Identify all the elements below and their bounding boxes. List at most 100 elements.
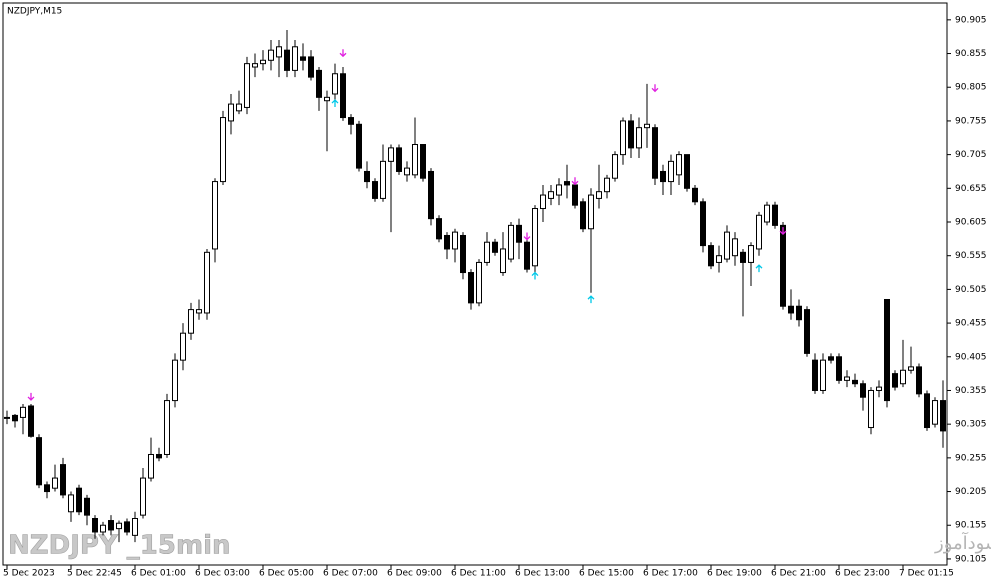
candle-body bbox=[388, 147, 394, 162]
candle-body bbox=[908, 366, 914, 371]
y-tick-label: 90.405 bbox=[955, 352, 987, 362]
candle-body bbox=[108, 520, 114, 531]
sell-arrow bbox=[571, 177, 579, 186]
x-tick-label: 6 Dec 09:00 bbox=[387, 569, 442, 579]
candle-body bbox=[684, 154, 690, 189]
candle-body bbox=[420, 144, 426, 179]
candle-body bbox=[84, 497, 90, 516]
candle-body bbox=[100, 524, 106, 533]
candle-body bbox=[372, 181, 378, 199]
candle-body bbox=[116, 522, 122, 530]
candle-body bbox=[708, 245, 714, 267]
candle-body bbox=[4, 416, 10, 419]
annotation: انتشار در سایت سودآموز bbox=[934, 531, 991, 554]
candle-body bbox=[580, 201, 586, 230]
candle-body bbox=[36, 437, 42, 486]
candle-body bbox=[460, 234, 466, 274]
candle-body bbox=[284, 49, 290, 71]
y-tick-label: 90.605 bbox=[955, 218, 987, 228]
buy-arrow bbox=[587, 295, 595, 304]
candle-body bbox=[292, 46, 298, 71]
candle-body bbox=[660, 170, 666, 183]
y-tick-label: 90.805 bbox=[955, 83, 987, 93]
candle-body bbox=[612, 154, 618, 179]
candle-body bbox=[276, 46, 282, 58]
candle-body bbox=[572, 184, 578, 206]
sell-arrow bbox=[779, 227, 787, 236]
buy-arrow bbox=[331, 99, 339, 108]
candle-body bbox=[164, 400, 170, 455]
y-tick-label: 90.355 bbox=[955, 386, 987, 396]
candle-body bbox=[140, 477, 146, 516]
candle-body bbox=[340, 73, 346, 119]
candle-body bbox=[324, 96, 330, 102]
candle-body bbox=[12, 414, 18, 422]
candle-body bbox=[652, 127, 658, 179]
candle-body bbox=[700, 201, 706, 247]
x-tick-label: 6 Dec 23:00 bbox=[835, 569, 890, 579]
candle-body bbox=[196, 309, 202, 314]
candle-body bbox=[364, 170, 370, 183]
candle-body bbox=[484, 241, 490, 263]
x-tick-label: 6 Dec 19:00 bbox=[707, 569, 762, 579]
candle-body bbox=[828, 356, 834, 361]
candle-body bbox=[916, 366, 922, 395]
candle-body bbox=[492, 241, 498, 253]
candle-body bbox=[452, 231, 458, 250]
candle-body bbox=[596, 191, 602, 199]
candle-body bbox=[396, 147, 402, 172]
candle-body bbox=[724, 231, 730, 260]
plot-frame bbox=[2, 2, 948, 566]
candle-body bbox=[476, 261, 482, 304]
y-tick-label: 90.305 bbox=[955, 420, 987, 430]
candle-body bbox=[212, 181, 218, 250]
candle-body bbox=[76, 487, 82, 513]
x-tick-label: 6 Dec 15:00 bbox=[579, 569, 634, 579]
candle-body bbox=[804, 309, 810, 354]
candle-body bbox=[236, 103, 242, 112]
candle-body bbox=[500, 248, 506, 274]
candle-body bbox=[860, 383, 866, 398]
y-tick-label: 90.755 bbox=[955, 116, 987, 126]
candle-body bbox=[628, 120, 634, 149]
x-tick-label: 6 Dec 11:00 bbox=[451, 569, 506, 579]
candle-body bbox=[348, 117, 354, 125]
candle-body bbox=[380, 160, 386, 199]
y-tick-label: 90.455 bbox=[955, 319, 987, 329]
y-tick-label: 90.855 bbox=[955, 49, 987, 59]
y-tick-label: 90.205 bbox=[955, 487, 987, 497]
candle-body bbox=[636, 127, 642, 149]
candle-body bbox=[260, 59, 266, 65]
candle-body bbox=[932, 400, 938, 425]
candle-body bbox=[356, 123, 362, 169]
candle-body bbox=[676, 154, 682, 176]
candle-body bbox=[244, 63, 250, 108]
buy-arrow bbox=[531, 271, 539, 280]
candle-body bbox=[412, 144, 418, 176]
x-tick-label: 6 Dec 01:00 bbox=[131, 569, 186, 579]
sell-arrow bbox=[523, 232, 531, 241]
y-tick-label: 90.255 bbox=[955, 453, 987, 463]
candle-body bbox=[924, 393, 930, 429]
x-tick-label: 7 Dec 01:15 bbox=[899, 569, 954, 579]
candle-body bbox=[252, 63, 258, 68]
candle-body bbox=[756, 214, 762, 250]
candle-body bbox=[692, 187, 698, 203]
sell-arrow bbox=[27, 392, 35, 401]
y-tick-label: 90.155 bbox=[955, 521, 987, 531]
candle-body bbox=[604, 177, 610, 193]
candle-body bbox=[204, 251, 210, 314]
candle-body bbox=[228, 103, 234, 122]
candle-body bbox=[316, 69, 322, 98]
candle-body bbox=[548, 191, 554, 199]
candle-body bbox=[52, 477, 58, 489]
candle-body bbox=[148, 453, 154, 479]
x-tick-label: 5 Dec 2023 bbox=[3, 569, 55, 579]
candle-body bbox=[852, 379, 858, 385]
sell-arrow bbox=[651, 84, 659, 93]
y-tick-label: 90.555 bbox=[955, 251, 987, 261]
candle-body bbox=[820, 359, 826, 391]
x-tick-label: 6 Dec 07:00 bbox=[323, 569, 378, 579]
candle-body bbox=[508, 224, 514, 260]
candle-body bbox=[876, 386, 882, 391]
